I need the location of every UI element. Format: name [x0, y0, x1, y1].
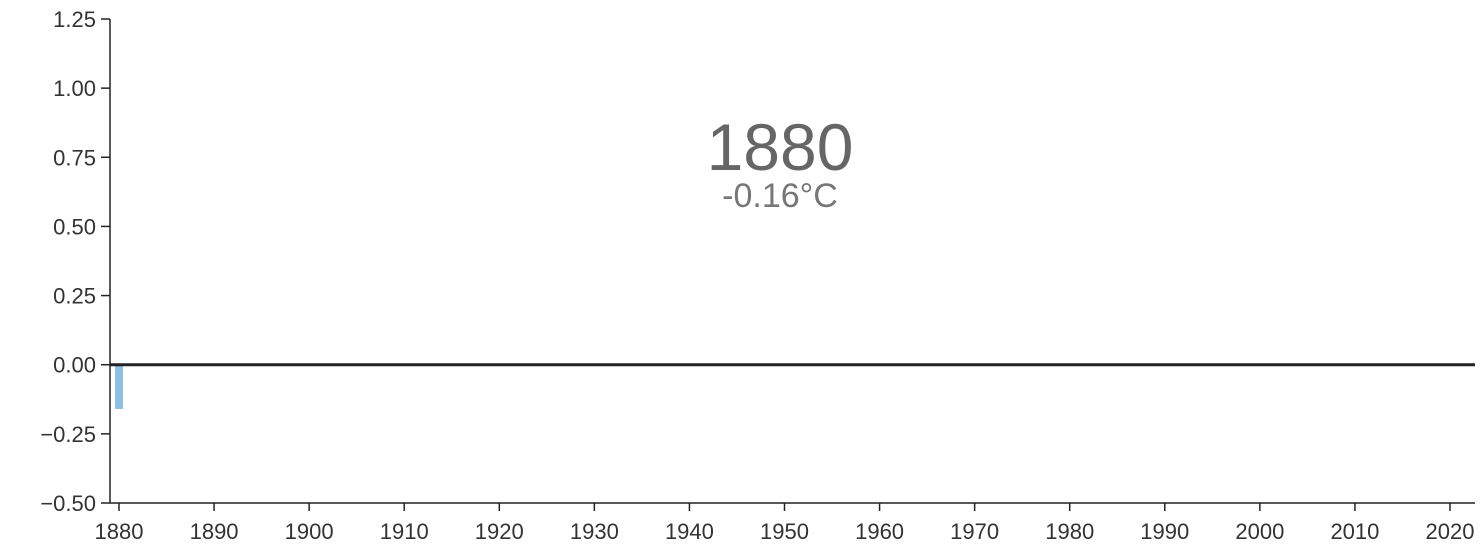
x-tick-label: 1880 — [95, 519, 144, 544]
x-tick-label: 1950 — [760, 519, 809, 544]
x-axis: 1880 1890 1900 1910 1920 1930 1940 1950 1960 1970… — [95, 502, 1475, 544]
x-tick-label: 1930 — [570, 519, 619, 544]
y-tick-label: 0.75 — [53, 145, 96, 170]
x-tick-label: 1980 — [1045, 519, 1094, 544]
x-tick-label: 1990 — [1140, 519, 1189, 544]
x-tick-label: 1960 — [855, 519, 904, 544]
y-tick-label: 0.50 — [53, 214, 96, 239]
x-tick-label: 1940 — [665, 519, 714, 544]
x-tick-label: 2020 — [1426, 519, 1475, 544]
y-tick-label: 1.25 — [53, 7, 96, 32]
y-tick-label: 0.25 — [53, 284, 96, 309]
x-tick-label: 1920 — [475, 519, 524, 544]
y-tick-label: −0.25 — [40, 422, 96, 447]
y-tick-label: 0.00 — [53, 353, 96, 378]
value-readout: -0.16°C — [722, 177, 838, 215]
year-readout: 1880 — [707, 110, 854, 184]
x-tick-label: 1890 — [190, 519, 239, 544]
bar-1880 — [115, 364, 123, 409]
y-axis: −0.50 −0.25 0.00 0.25 0.50 0.75 1.00 1.25 — [40, 7, 111, 516]
y-tick-label: −0.50 — [40, 491, 96, 516]
x-tick-label: 2010 — [1330, 519, 1379, 544]
x-tick-label: 2000 — [1235, 519, 1284, 544]
x-tick-label: 1900 — [285, 519, 334, 544]
x-tick-label: 1910 — [380, 519, 429, 544]
x-tick-label: 1970 — [950, 519, 999, 544]
y-tick-label: 1.00 — [53, 76, 96, 101]
bars — [115, 364, 123, 409]
